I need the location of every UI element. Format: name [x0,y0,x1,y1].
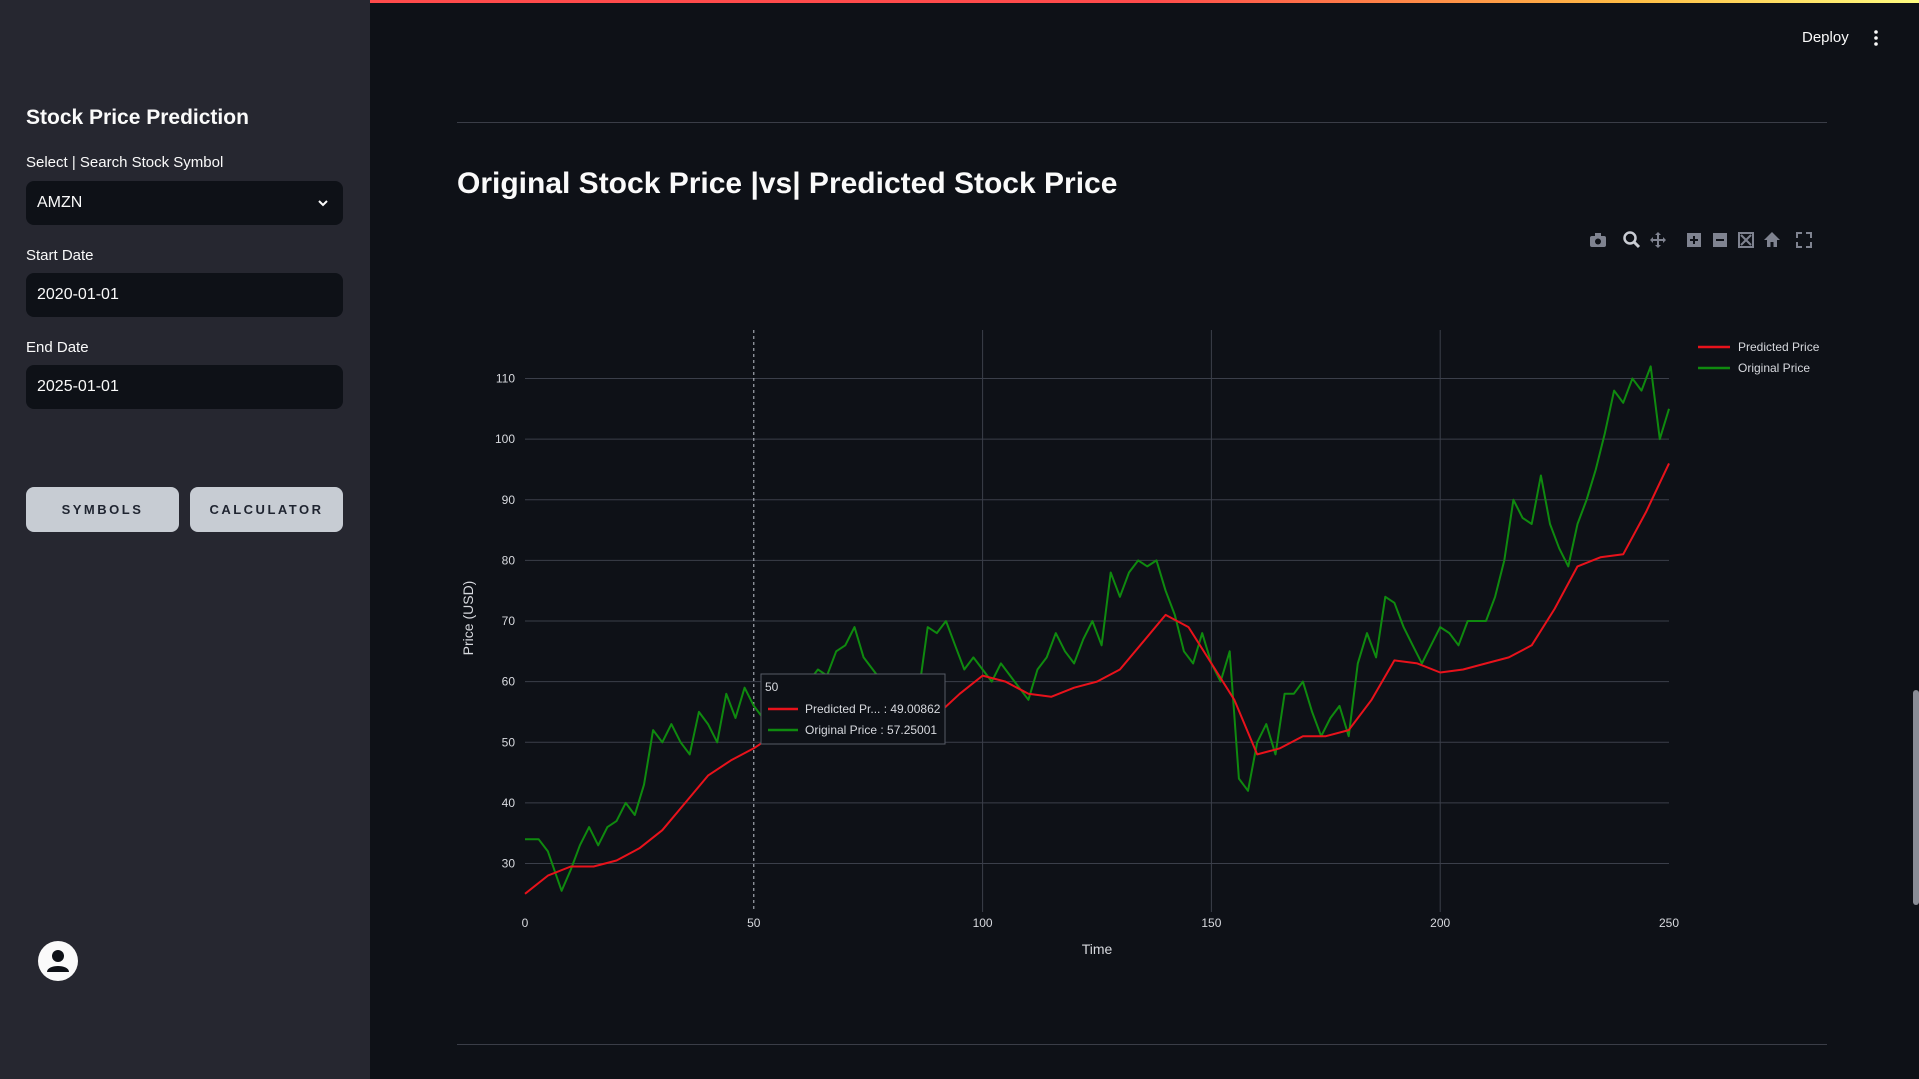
predicted-price-line[interactable] [524,462,1670,895]
top-accent-bar [0,0,1919,3]
x-axis-ticks: 0 50 100 150 200 250 [522,916,1680,930]
start-date-label: Start Date [26,247,94,264]
x-tick-label: 150 [1201,916,1221,930]
user-icon [47,950,69,972]
pan-icon[interactable] [1648,230,1668,250]
hover-tooltip: 50 Predicted Pr... : 49.00862 Original P… [760,673,946,745]
x-axis-label: Time [1082,941,1113,957]
page-scrollbar[interactable] [1913,690,1919,905]
y-tick-label: 70 [502,614,516,628]
zoom-in-icon[interactable] [1684,230,1704,250]
sidebar: Stock Price Prediction Select | Search S… [0,0,370,1079]
symbol-select[interactable]: AMZN [26,181,343,225]
original-price-line[interactable] [525,365,1670,892]
symbol-label: Select | Search Stock Symbol [26,154,224,171]
symbols-button[interactable]: SYMBOLS [26,487,179,532]
avatar[interactable] [38,941,78,981]
chevron-down-icon [318,200,328,207]
chart-legend[interactable]: Predicted Price Original Price [1698,340,1820,375]
fullscreen-icon[interactable] [1794,230,1814,250]
kebab-menu-icon[interactable] [1872,28,1880,48]
autoscale-icon[interactable] [1736,230,1756,250]
tooltip-x-label: 50 [765,680,779,694]
series-layer [524,365,1670,895]
x-tick-label: 100 [973,916,993,930]
deploy-button[interactable]: Deploy [1802,29,1849,46]
camera-icon[interactable] [1588,230,1608,250]
x-tick-label: 200 [1430,916,1450,930]
calculator-button[interactable]: CALCULATOR [190,487,343,532]
zoom-icon[interactable] [1622,230,1642,250]
tooltip-original-text: Original Price : 57.25001 [805,723,937,737]
divider-bottom [457,1044,1827,1045]
stock-price-chart[interactable]: 30 40 50 60 70 80 90 100 110 0 50 100 150 200 250 Tim… [440,300,1860,970]
legend-original-label[interactable]: Original Price [1738,361,1810,375]
y-tick-label: 80 [502,553,516,567]
home-icon[interactable] [1762,230,1782,250]
y-tick-label: 50 [502,735,516,749]
end-date-input[interactable]: 2025-01-01 [26,365,343,409]
start-date-input[interactable]: 2020-01-01 [26,273,343,317]
x-tick-label: 50 [747,916,761,930]
x-tick-label: 0 [522,916,529,930]
y-axis-ticks: 30 40 50 60 70 80 90 100 110 [495,372,515,871]
x-tick-label: 250 [1659,916,1679,930]
y-tick-label: 40 [502,796,516,810]
page-title: Original Stock Price |vs| Predicted Stoc… [457,167,1118,200]
zoom-out-icon[interactable] [1710,230,1730,250]
y-tick-label: 110 [496,372,515,386]
chart-gridlines [525,330,1669,912]
divider-top [457,122,1827,123]
symbol-select-value: AMZN [37,194,83,211]
y-axis-label: Price (USD) [460,581,476,656]
y-tick-label: 90 [502,493,516,507]
end-date-label: End Date [26,339,89,356]
y-tick-label: 30 [502,857,516,871]
y-tick-label: 60 [502,675,516,689]
tooltip-predicted-text: Predicted Pr... : 49.00862 [805,702,941,716]
legend-predicted-label[interactable]: Predicted Price [1738,340,1820,354]
sidebar-title: Stock Price Prediction [26,106,249,129]
y-tick-label: 100 [495,432,515,446]
